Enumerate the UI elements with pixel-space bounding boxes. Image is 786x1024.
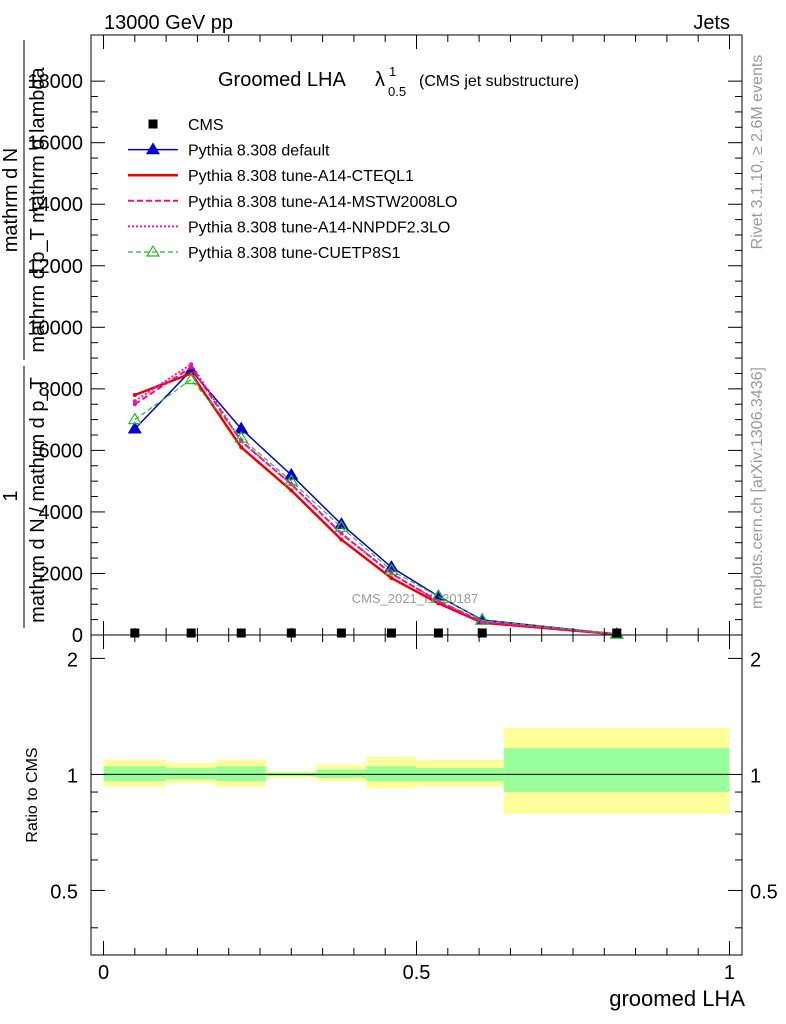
x-axis-label: groomed LHA [609, 986, 745, 1011]
data-point-cteql1 [132, 393, 137, 397]
legend-label-cms: CMS [188, 117, 224, 134]
ratio-band-inner [316, 769, 367, 778]
data-point-cuetp8s1 [334, 520, 349, 532]
cms-data-point [186, 628, 196, 638]
legend-marker-cms [148, 119, 158, 129]
ratio-y-tick-label: 0.5 [50, 881, 78, 903]
rivet-label: Rivet 3.1.10, ≥ 2.6M events [749, 55, 766, 250]
watermark: CMS_2021_I1920187 [352, 591, 479, 606]
legend-item-mstw: Pythia 8.308 tune-A14-MSTW2008LO [128, 194, 457, 211]
ratio-y-tick-label: 1 [67, 765, 78, 787]
ratio-band-inner [504, 748, 730, 793]
ratio-band-inner [103, 766, 167, 782]
y-label-denominator-left: mathrm d N / mathrm d p_T [27, 377, 49, 623]
data-point-nnpdf [436, 599, 441, 604]
x-tick-label: 1 [724, 962, 735, 984]
cms-data-point [236, 628, 246, 638]
y-tick-label: 8000 [39, 379, 84, 401]
data-point-cuetp8s1 [384, 563, 399, 575]
y-tick-label: 12000 [27, 256, 83, 278]
data-point-mstw [132, 402, 137, 407]
y-tick-label: 4000 [39, 502, 84, 524]
mcplots-label: mcplots.cern.ch [arXiv:1306.3436] [749, 367, 766, 609]
ratio-y-tick-label-right: 2 [750, 649, 761, 671]
legend-label-cuetp8s1: Pythia 8.308 tune-CUETP8S1 [188, 245, 401, 262]
data-point-cteql1 [389, 576, 394, 581]
x-tick-label: 0.5 [403, 962, 431, 984]
legend-label-cteql1: Pythia 8.308 tune-A14-CTEQL1 [188, 168, 414, 185]
ratio-band-inner [216, 766, 267, 782]
y-tick-label: 0 [72, 625, 83, 647]
x-tick-label: 0 [98, 962, 109, 984]
legend-marker-default [145, 142, 161, 155]
legend-label-mstw: Pythia 8.308 tune-A14-MSTW2008LO [188, 194, 457, 211]
legend: CMS Pythia 8.308 default Pythia 8.308 tune… [128, 117, 457, 262]
data-point-nnpdf [189, 362, 194, 367]
cms-data-point [336, 628, 346, 638]
y-tick-label: 2000 [39, 563, 84, 585]
ratio-band-inner [166, 767, 217, 780]
cms-data-point [612, 628, 622, 638]
data-point-default [127, 421, 142, 434]
data-point-cuetp8s1 [127, 412, 142, 425]
y-tick-label: 6000 [39, 440, 84, 462]
header-left: 13000 GeV pp [104, 12, 233, 34]
data-point-cteql1 [339, 537, 344, 542]
legend-item-nnpdf: Pythia 8.308 tune-A14-NNPDF2.3LO [128, 219, 450, 236]
y-tick-label: 16000 [27, 133, 83, 155]
data-point-cteql1 [239, 445, 244, 450]
data-point-cuetp8s1 [284, 473, 299, 486]
plot-title-superscript: 1 [389, 64, 396, 79]
axes-layer: 0 2000 4000 6000 8000 10000 12000 14000 16000 180… [27, 35, 778, 984]
legend-item-cms: CMS [148, 117, 224, 134]
series-line-cuetp8s1 [134, 378, 617, 635]
data-point-cuetp8s1 [475, 613, 490, 625]
header-right: Jets [693, 12, 730, 34]
ratio-y-tick-label-right: 1 [750, 765, 761, 787]
y-axis-label-ratio: Ratio to CMS [24, 747, 41, 842]
cms-data-point [386, 628, 396, 638]
y-tick-label: 18000 [27, 71, 83, 93]
data-point-nnpdf [132, 399, 137, 404]
ratio-bands [103, 727, 730, 814]
series-line-nnpdf [134, 362, 617, 636]
y-tick-label: 14000 [27, 194, 83, 216]
ratio-y-tick-label-right: 0.5 [750, 881, 778, 903]
cms-data-point [433, 628, 443, 638]
legend-label-default: Pythia 8.308 default [188, 143, 330, 160]
plot-title: Groomed LHA λ 1 0.5 (CMS jet substructur… [218, 64, 579, 99]
ratio-band-inner [366, 766, 417, 782]
plot-title-lambda: λ [375, 69, 385, 91]
y-tick-label: 10000 [27, 317, 83, 339]
legend-item-cuetp8s1: Pythia 8.308 tune-CUETP8S1 [128, 244, 401, 262]
legend-item-default: Pythia 8.308 default [128, 142, 330, 160]
data-point-cuetp8s1 [431, 589, 446, 602]
legend-marker-cuetp8s1 [145, 244, 161, 257]
plot-title-suffix: (CMS jet substructure) [419, 73, 579, 90]
data-point-nnpdf [339, 531, 344, 536]
cms-data-points [130, 628, 622, 638]
plot-title-main: Groomed LHA [218, 69, 346, 91]
y-label-numerator-left: 1 [0, 490, 22, 501]
data-point-cteql1 [289, 488, 294, 493]
cms-data-point [477, 628, 487, 638]
ratio-y-tick-label: 2 [67, 649, 78, 671]
legend-item-cteql1: Pythia 8.308 tune-A14-CTEQL1 [128, 168, 414, 185]
y-label-denominator-right: mathrm d p_T mathrm d lambda [27, 66, 49, 352]
legend-label-nnpdf: Pythia 8.308 tune-A14-NNPDF2.3LO [188, 219, 450, 236]
data-point-cuetp8s1 [184, 372, 199, 385]
plot-title-subscript: 0.5 [388, 84, 406, 99]
y-label-numerator-right: mathrm d N [0, 148, 22, 252]
data-point-cuetp8s1 [234, 430, 249, 443]
y-axis-label-top: 1 mathrm d N / mathrm d p_T mathrm d N m… [0, 40, 49, 628]
series-layer [127, 362, 624, 639]
